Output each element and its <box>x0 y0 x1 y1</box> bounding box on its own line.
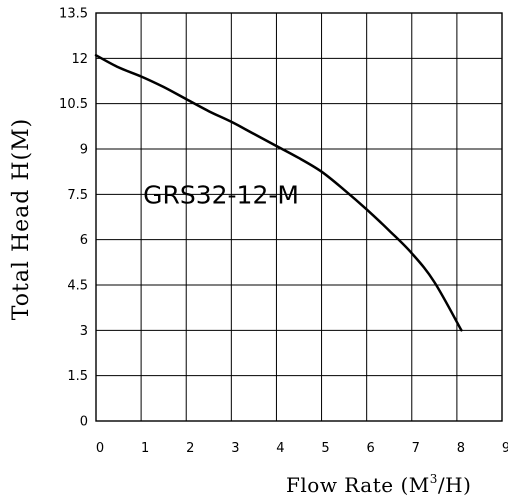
x-tick-label: 3 <box>231 441 239 456</box>
x-tick-label: 5 <box>321 441 329 456</box>
x-tick-label: 6 <box>367 441 375 456</box>
y-tick-label: 0 <box>80 415 88 430</box>
x-axis-title-sup: 3 <box>430 472 438 486</box>
plot-frame <box>95 12 503 422</box>
y-tick-label: 10.5 <box>59 97 88 112</box>
model-label: GRS32-12-M <box>143 180 299 209</box>
y-tick-label: 1.5 <box>67 369 88 384</box>
y-tick-label: 4.5 <box>67 279 88 294</box>
x-tick-label: 8 <box>457 441 465 456</box>
x-tick-label: 4 <box>276 441 284 456</box>
x-tick-label: 1 <box>141 441 149 456</box>
x-axis-title: Flow Rate (M3/H) <box>286 472 471 497</box>
y-tick-label: 3 <box>80 324 88 339</box>
x-axis-title-main: Flow Rate (M <box>286 473 430 497</box>
grid <box>95 12 503 422</box>
performance-curve <box>94 54 463 332</box>
x-axis-title-tail: /H) <box>438 473 471 497</box>
x-tick-label: 7 <box>412 441 420 456</box>
y-axis-title: Total Head H(M) <box>9 118 34 320</box>
x-tick-label: 9 <box>502 441 508 456</box>
y-tick-label: 13.5 <box>59 7 88 22</box>
x-tick-label: 2 <box>186 441 194 456</box>
x-tick-label: 0 <box>96 441 104 456</box>
y-tick-label: 12 <box>71 52 88 67</box>
y-tick-label: 6 <box>80 233 88 248</box>
y-tick-label: 9 <box>80 143 88 158</box>
curves <box>94 54 463 332</box>
y-tick-label: 7.5 <box>67 188 88 203</box>
